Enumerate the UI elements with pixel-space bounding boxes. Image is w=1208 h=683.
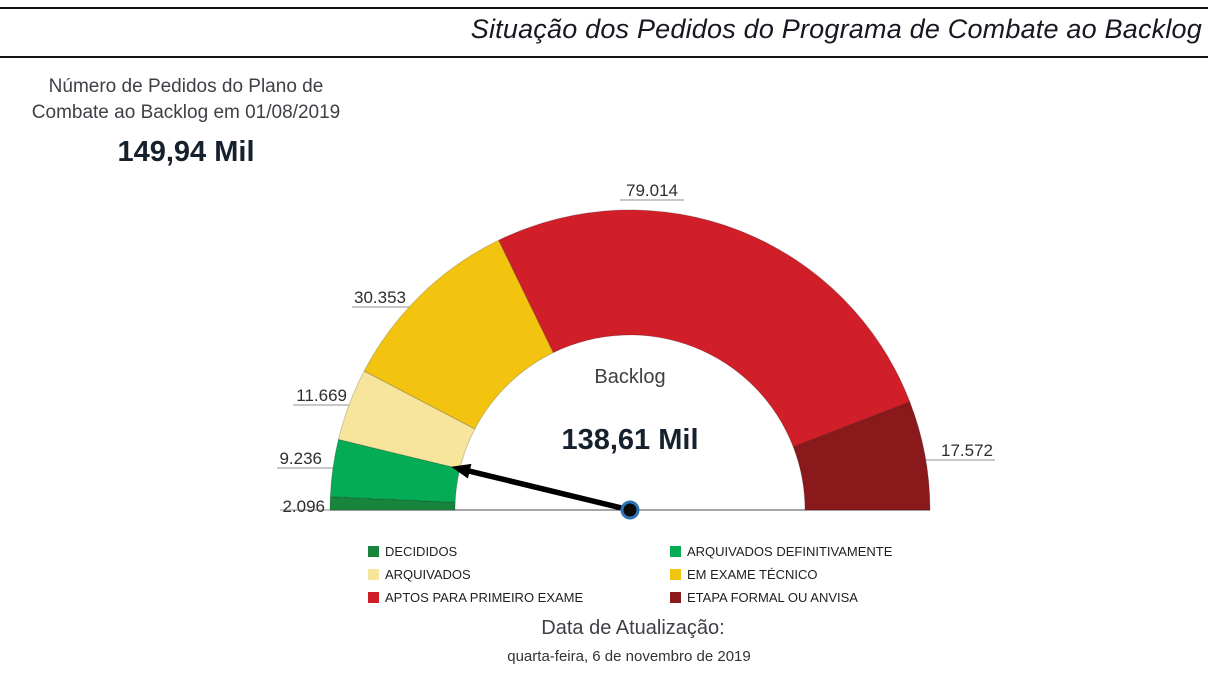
legend-item-label: EM EXAME TÉCNICO: [687, 566, 818, 582]
legend-item-em-exame-tecnico[interactable]: EM EXAME TÉCNICO: [670, 565, 892, 583]
legend-swatch-arquivados-definitivamente: [670, 545, 681, 557]
gauge-segment-em-exame-tecnico[interactable]: [363, 239, 555, 430]
legend-item-label: ARQUIVADOS DEFINITIVAMENTE: [687, 543, 893, 559]
kpi-label: Número de Pedidos do Plano de Combate ao…: [0, 74, 372, 126]
title-bottom-rule: [0, 56, 1208, 58]
kpi-label-line2: Combate ao Backlog em 01/08/2019: [31, 102, 341, 124]
legend-item-arquivados-definitivamente[interactable]: ARQUIVADOS DEFINITIVAMENTE: [670, 542, 892, 560]
gauge-value-label-em-exame-tecnico: 30.353: [354, 288, 406, 307]
footer-label: Data de Atualização:: [541, 617, 725, 639]
footer-date: quarta-feira, 6 de novembro de 2019: [507, 648, 751, 665]
gauge-segment-arquivados-definitivamente[interactable]: [329, 438, 461, 503]
gauge-value-label-etapa-formal-ou-anvisa: 17.572: [941, 441, 993, 460]
gauge-value-label-decididos: 2.096: [282, 497, 325, 516]
legend-item-label: APTOS PARA PRIMEIRO EXAME: [385, 589, 584, 605]
gauge-value-label-aptos-para-primeiro-exame: 79.014: [626, 181, 678, 200]
title-top-rule: [0, 7, 1208, 9]
report-title: Situação dos Pedidos do Programa de Comb…: [470, 14, 1202, 44]
legend-swatch-etapa-formal-ou-anvisa: [670, 591, 681, 603]
gauge-value-label-arquivados: 11.669: [296, 386, 347, 405]
legend-item-aptos-para-primeiro-exame[interactable]: APTOS PARA PRIMEIRO EXAME: [368, 588, 670, 606]
gauge-center-label: Backlog: [594, 366, 666, 388]
gauge-needle-head: [451, 463, 472, 479]
legend-item-etapa-formal-ou-anvisa[interactable]: ETAPA FORMAL OU ANVISA: [670, 588, 892, 606]
gauge-segment-etapa-formal-ou-anvisa[interactable]: [792, 401, 931, 511]
gauge-needle: [466, 468, 633, 513]
legend-swatch-decididos: [368, 545, 379, 557]
gauge-value-label-arquivados-definitivamente: 9.236: [279, 449, 322, 468]
gauge-needle-pivot: [620, 500, 640, 520]
kpi-card: Número de Pedidos do Plano de Combate ao…: [0, 74, 372, 169]
legend-item-label: ARQUIVADOS: [385, 566, 471, 582]
kpi-value: 149,94 Mil: [117, 136, 255, 169]
gauge-segment-aptos-para-primeiro-exame[interactable]: [498, 209, 911, 448]
legend-item-arquivados[interactable]: ARQUIVADOS: [368, 565, 670, 583]
legend-swatch-arquivados: [368, 568, 379, 580]
kpi-label-line1: Número de Pedidos do Plano de: [48, 76, 324, 97]
legend-item-label: ETAPA FORMAL OU ANVISA: [687, 589, 858, 605]
legend-item-label: DECIDIDOS: [385, 543, 458, 559]
legend: DECIDIDOS ARQUIVADOS DEFINITIVAMENTE ARQ…: [368, 542, 892, 606]
legend-swatch-em-exame-tecnico: [670, 568, 681, 580]
legend-swatch-aptos-para-primeiro-exame: [368, 591, 379, 603]
legend-item-decididos[interactable]: DECIDIDOS: [368, 542, 670, 560]
gauge-center-value: 138,61 Mil: [561, 424, 699, 456]
